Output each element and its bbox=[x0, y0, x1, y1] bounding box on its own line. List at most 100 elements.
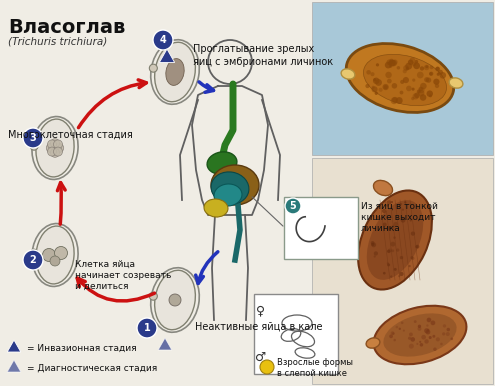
Circle shape bbox=[411, 257, 414, 260]
Ellipse shape bbox=[367, 200, 423, 280]
Circle shape bbox=[392, 83, 397, 89]
Circle shape bbox=[365, 84, 370, 88]
Circle shape bbox=[426, 330, 430, 334]
Ellipse shape bbox=[384, 313, 456, 357]
Circle shape bbox=[371, 242, 376, 247]
Ellipse shape bbox=[207, 152, 237, 174]
Circle shape bbox=[403, 69, 407, 73]
Circle shape bbox=[398, 328, 401, 330]
Circle shape bbox=[433, 347, 437, 351]
FancyBboxPatch shape bbox=[254, 294, 338, 374]
Circle shape bbox=[435, 84, 439, 88]
Circle shape bbox=[409, 332, 413, 336]
Polygon shape bbox=[7, 340, 21, 352]
Circle shape bbox=[388, 249, 392, 252]
Circle shape bbox=[431, 320, 435, 325]
Circle shape bbox=[30, 142, 38, 150]
Circle shape bbox=[436, 337, 440, 341]
Circle shape bbox=[430, 66, 434, 69]
Circle shape bbox=[375, 79, 382, 86]
Text: 2: 2 bbox=[30, 255, 36, 265]
Circle shape bbox=[373, 78, 380, 84]
Circle shape bbox=[137, 318, 157, 338]
Circle shape bbox=[391, 331, 395, 335]
Ellipse shape bbox=[36, 226, 74, 284]
Circle shape bbox=[424, 339, 429, 344]
Circle shape bbox=[392, 249, 394, 252]
Circle shape bbox=[53, 140, 62, 149]
Circle shape bbox=[387, 79, 392, 83]
Ellipse shape bbox=[32, 117, 78, 179]
Circle shape bbox=[54, 247, 67, 259]
Circle shape bbox=[408, 59, 413, 65]
Circle shape bbox=[260, 360, 274, 374]
Text: Взрослые формы
в слепой кишке: Взрослые формы в слепой кишке bbox=[277, 358, 353, 378]
Circle shape bbox=[394, 236, 396, 239]
Text: = Диагностическая стадия: = Диагностическая стадия bbox=[27, 364, 157, 372]
Circle shape bbox=[372, 86, 378, 92]
Circle shape bbox=[418, 87, 425, 93]
Circle shape bbox=[446, 328, 450, 331]
Circle shape bbox=[419, 341, 421, 343]
Circle shape bbox=[425, 65, 428, 68]
Circle shape bbox=[396, 66, 400, 69]
Ellipse shape bbox=[341, 69, 355, 79]
Circle shape bbox=[401, 322, 403, 324]
Text: Клетка яйца
начинает созревать
и делиться: Клетка яйца начинает созревать и делитьс… bbox=[75, 260, 171, 291]
Ellipse shape bbox=[449, 78, 463, 88]
Circle shape bbox=[384, 85, 388, 89]
Circle shape bbox=[23, 128, 43, 148]
Circle shape bbox=[415, 245, 419, 248]
Circle shape bbox=[429, 72, 433, 76]
Circle shape bbox=[429, 336, 432, 339]
Ellipse shape bbox=[150, 40, 199, 104]
Circle shape bbox=[427, 90, 433, 97]
Ellipse shape bbox=[211, 165, 259, 205]
Circle shape bbox=[396, 97, 402, 104]
Circle shape bbox=[442, 332, 446, 335]
Circle shape bbox=[383, 272, 386, 274]
Circle shape bbox=[386, 204, 389, 207]
Circle shape bbox=[396, 326, 398, 328]
Circle shape bbox=[394, 268, 397, 271]
Circle shape bbox=[383, 84, 389, 90]
Circle shape bbox=[403, 77, 409, 83]
Circle shape bbox=[411, 97, 414, 100]
Circle shape bbox=[400, 80, 404, 84]
Circle shape bbox=[403, 330, 405, 332]
Ellipse shape bbox=[154, 270, 196, 330]
Circle shape bbox=[411, 88, 415, 91]
Circle shape bbox=[47, 144, 55, 152]
Circle shape bbox=[419, 87, 423, 91]
Circle shape bbox=[443, 324, 446, 328]
Circle shape bbox=[408, 337, 411, 340]
Circle shape bbox=[398, 275, 400, 277]
Circle shape bbox=[446, 332, 450, 336]
Circle shape bbox=[440, 72, 446, 79]
Text: ♂: ♂ bbox=[255, 350, 267, 364]
Circle shape bbox=[405, 63, 412, 69]
Ellipse shape bbox=[150, 268, 199, 332]
Circle shape bbox=[424, 328, 429, 333]
Circle shape bbox=[429, 94, 432, 97]
Text: 5: 5 bbox=[290, 201, 297, 211]
Text: 4: 4 bbox=[159, 35, 166, 45]
Circle shape bbox=[387, 263, 390, 266]
Circle shape bbox=[374, 251, 378, 256]
Circle shape bbox=[420, 343, 423, 347]
Circle shape bbox=[50, 256, 60, 266]
Circle shape bbox=[169, 294, 181, 306]
Circle shape bbox=[414, 93, 420, 98]
Circle shape bbox=[440, 343, 443, 345]
Circle shape bbox=[393, 59, 397, 65]
Circle shape bbox=[391, 242, 396, 247]
Text: Многоклеточная стадия: Многоклеточная стадия bbox=[8, 130, 133, 140]
Circle shape bbox=[417, 72, 424, 78]
Circle shape bbox=[387, 200, 391, 205]
Circle shape bbox=[389, 60, 396, 66]
Text: Проглатывание зрелых
яиц с эмбрионами личинок: Проглатывание зрелых яиц с эмбрионами ли… bbox=[193, 44, 333, 67]
Circle shape bbox=[375, 91, 378, 95]
Circle shape bbox=[435, 67, 440, 71]
FancyBboxPatch shape bbox=[312, 158, 493, 384]
Circle shape bbox=[387, 226, 391, 230]
